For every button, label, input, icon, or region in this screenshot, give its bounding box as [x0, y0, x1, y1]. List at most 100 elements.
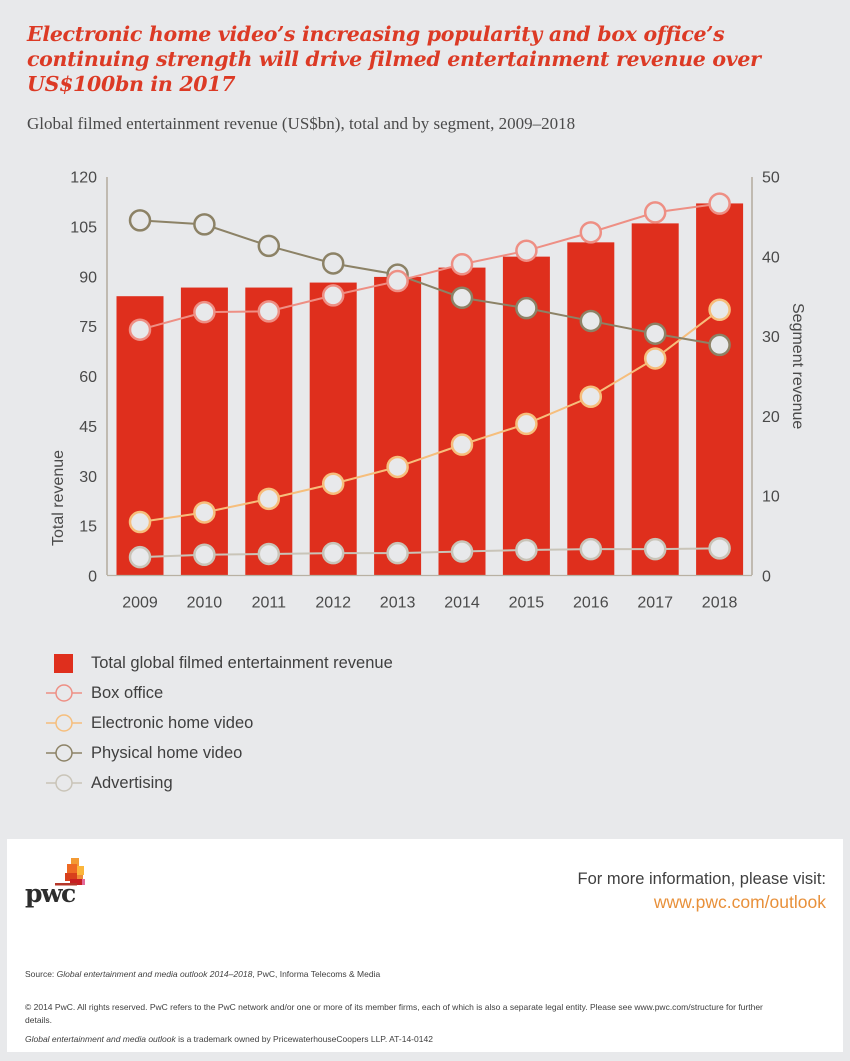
more-info: For more information, please visit: www.… — [577, 868, 826, 914]
x-tick-label: 2015 — [509, 595, 545, 612]
line-circle-icon — [46, 713, 82, 733]
bar-2011 — [245, 287, 293, 576]
x-tick-label: 2014 — [444, 595, 480, 612]
point-box-office-2009 — [128, 318, 152, 341]
bar-2017 — [631, 223, 679, 576]
source-rest: , PwC, Informa Telecoms & Media — [252, 969, 381, 979]
point-electronic-home-video-2018 — [708, 298, 731, 322]
bar-2016 — [567, 242, 615, 576]
point-advertising-2015 — [515, 538, 538, 562]
right-axis-title: Segment revenue — [789, 303, 806, 429]
x-tick-label: 2010 — [187, 595, 223, 612]
bars-group — [116, 203, 744, 576]
legend-label: Electronic home video — [91, 713, 254, 732]
legend-item-total: Total global filmed entertainment revenu… — [46, 648, 393, 678]
x-tick-label: 2009 — [122, 595, 158, 612]
point-physical-home-video-2010 — [193, 213, 216, 236]
axes-group — [106, 177, 753, 577]
point-electronic-home-video-2013 — [386, 455, 409, 479]
left-tick-label: 75 — [79, 319, 97, 336]
point-physical-home-video-2011 — [257, 234, 281, 258]
x-tick-label: 2016 — [573, 595, 609, 612]
lines-group — [128, 192, 731, 569]
point-box-office-2013 — [386, 269, 409, 293]
right-tick-label: 0 — [762, 569, 771, 586]
red-square-icon — [46, 653, 82, 673]
left-tick-label: 0 — [88, 569, 97, 586]
legend-item-advertising: Advertising — [46, 768, 393, 798]
point-physical-home-video-2012 — [321, 252, 345, 275]
right-tick-label: 10 — [762, 489, 780, 506]
point-advertising-2014 — [450, 540, 474, 563]
point-advertising-2018 — [708, 537, 731, 560]
point-physical-home-video-2016 — [579, 309, 603, 333]
legend-item-electronic-home-video: Electronic home video — [46, 708, 393, 738]
point-physical-home-video-2014 — [450, 286, 474, 310]
line-circle-icon — [46, 743, 82, 763]
bar-2010 — [180, 287, 228, 576]
left-tick-label: 60 — [79, 369, 97, 386]
legend-label: Advertising — [91, 773, 173, 792]
more-info-label: For more information, please visit: — [577, 870, 826, 888]
point-electronic-home-video-2011 — [257, 487, 281, 511]
point-electronic-home-video-2009 — [128, 510, 152, 534]
point-electronic-home-video-2012 — [321, 472, 345, 495]
point-electronic-home-video-2015 — [515, 412, 538, 436]
right-tick-label: 40 — [762, 249, 780, 266]
copyright-note: © 2014 PwC. All rights reserved. PwC ref… — [25, 1002, 763, 1025]
point-electronic-home-video-2016 — [579, 385, 603, 408]
x-tick-label: 2018 — [702, 595, 738, 612]
chart-headline: Electronic home video’s increasing popul… — [27, 22, 761, 96]
line-electronic-home-video — [139, 308, 721, 524]
x-tick-label: 2012 — [315, 595, 351, 612]
point-box-office-2017 — [643, 201, 667, 224]
legend-label: Total global filmed entertainment revenu… — [91, 653, 393, 672]
point-advertising-2009 — [128, 545, 152, 569]
trademark-title: Global entertainment and media outlook — [25, 1034, 176, 1044]
point-box-office-2016 — [579, 221, 603, 244]
point-box-office-2012 — [321, 284, 345, 307]
line-physical-home-video — [139, 219, 720, 346]
bar-2018 — [696, 203, 744, 576]
point-advertising-2012 — [321, 541, 345, 565]
legend-item-box-office: Box office — [46, 678, 393, 708]
line-circle-icon — [46, 683, 82, 703]
legend-item-physical-home-video: Physical home video — [46, 738, 393, 768]
left-tick-label: 30 — [79, 469, 97, 486]
point-advertising-2017 — [643, 537, 667, 561]
combo-chart: 0 15 30 45 60 75 90 105 120 0 10 20 30 40 50 2009 2010 20… — [50, 170, 806, 612]
point-electronic-home-video-2010 — [193, 501, 216, 524]
left-axis-title: Total revenue — [50, 450, 67, 546]
bar-2013 — [374, 276, 422, 576]
point-physical-home-video-2009 — [128, 209, 152, 232]
legend-label: Physical home video — [91, 743, 243, 762]
bar-2014 — [438, 267, 486, 576]
chart-legend: Total global filmed entertainment revenu… — [46, 648, 393, 798]
x-tick-label: 2017 — [637, 595, 673, 612]
source-note: Source: Global entertainment and media o… — [25, 969, 380, 979]
left-tick-label: 45 — [79, 419, 97, 436]
line-advertising — [139, 547, 720, 559]
right-tick-label: 50 — [762, 170, 780, 187]
outlook-link[interactable]: www.pwc.com/outlook — [653, 892, 826, 912]
point-box-office-2011 — [257, 300, 281, 323]
left-tick-label: 105 — [70, 219, 97, 236]
pwc-logo-icon — [55, 858, 85, 886]
point-advertising-2016 — [579, 537, 603, 561]
point-electronic-home-video-2014 — [450, 433, 474, 456]
right-tick-label: 30 — [762, 329, 780, 346]
point-electronic-home-video-2017 — [643, 347, 667, 370]
footer-panel: pwc For more information, please visit: … — [7, 839, 843, 1052]
legend-label: Box office — [91, 683, 164, 702]
point-advertising-2011 — [257, 542, 281, 566]
point-physical-home-video-2018 — [708, 333, 731, 357]
line-circle-icon — [46, 773, 82, 793]
x-tick-label: 2013 — [380, 595, 416, 612]
left-tick-label: 90 — [79, 269, 97, 286]
point-physical-home-video-2015 — [515, 296, 538, 320]
x-tick-label: 2011 — [252, 595, 287, 612]
trademark-note: Global entertainment and media outlook i… — [25, 1034, 433, 1044]
pwc-logo-text: pwc — [25, 879, 76, 908]
left-tick-label: 120 — [70, 170, 97, 187]
point-box-office-2014 — [450, 253, 474, 276]
